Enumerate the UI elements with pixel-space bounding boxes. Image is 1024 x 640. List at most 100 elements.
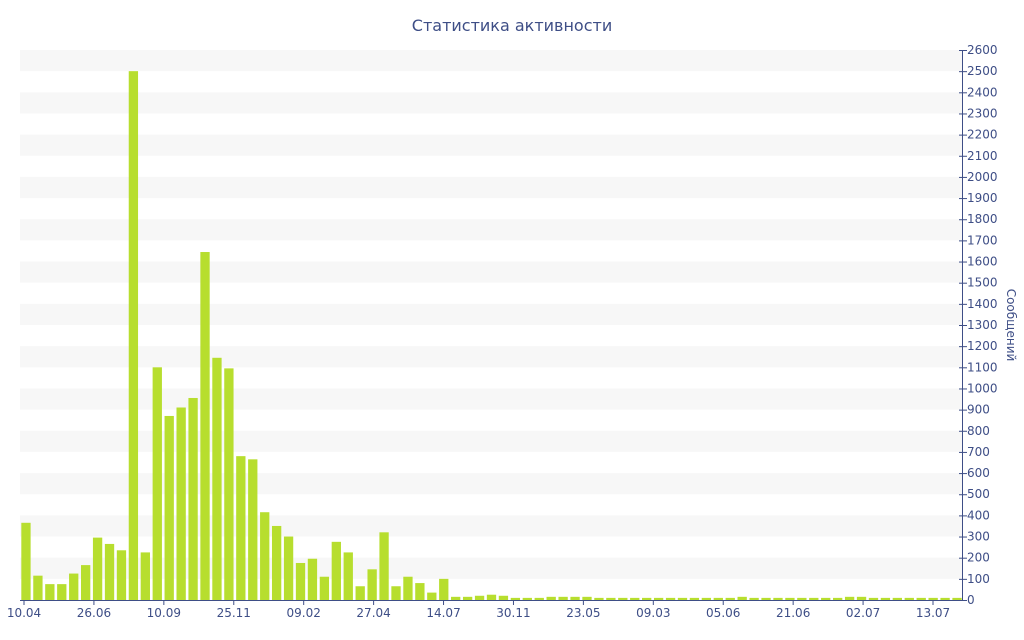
bar[interactable] <box>904 597 914 600</box>
y-axis-title: Сообщений <box>1004 289 1018 362</box>
bar[interactable] <box>81 565 91 600</box>
bar[interactable] <box>522 597 532 600</box>
bar[interactable] <box>570 596 580 600</box>
bar[interactable] <box>116 550 127 600</box>
bar[interactable] <box>474 595 485 600</box>
bar[interactable] <box>140 552 150 600</box>
y-tick-label: 2600 <box>967 43 998 57</box>
bar[interactable] <box>725 597 735 600</box>
bar[interactable] <box>665 597 676 600</box>
bar[interactable] <box>176 407 186 601</box>
bar[interactable] <box>415 583 425 600</box>
y-tick-label: 1400 <box>967 297 998 311</box>
bar[interactable] <box>582 596 592 600</box>
bar[interactable] <box>439 578 449 600</box>
bar[interactable] <box>880 597 891 600</box>
bar[interactable] <box>212 357 222 600</box>
bar[interactable] <box>188 397 198 600</box>
x-tick-label: 26.06 <box>77 606 111 620</box>
grid-band <box>20 388 963 410</box>
bar[interactable] <box>677 597 688 600</box>
bar[interactable] <box>21 522 31 600</box>
y-tick-label: 2100 <box>967 149 998 163</box>
bar[interactable] <box>403 576 413 600</box>
bar[interactable] <box>224 368 234 600</box>
bar[interactable] <box>856 596 867 600</box>
x-tick-label: 02.07 <box>846 606 880 620</box>
bar[interactable] <box>367 569 377 600</box>
bar[interactable] <box>391 586 401 600</box>
y-tick-label: 2400 <box>967 85 998 99</box>
bar[interactable] <box>546 596 556 600</box>
y-tick-label: 500 <box>967 487 990 501</box>
bar[interactable] <box>343 552 353 600</box>
bar[interactable] <box>618 597 628 600</box>
y-tick-label: 400 <box>967 508 990 522</box>
y-tick-label: 800 <box>967 424 990 438</box>
x-tick-label: 13.07 <box>916 606 950 620</box>
bar[interactable] <box>916 597 926 600</box>
bar[interactable] <box>307 558 318 600</box>
bar[interactable] <box>797 597 807 600</box>
bar[interactable] <box>92 537 103 600</box>
bar[interactable] <box>510 597 521 600</box>
bar[interactable] <box>868 597 879 600</box>
bar[interactable] <box>45 584 55 600</box>
bar[interactable] <box>844 596 855 600</box>
bar[interactable] <box>785 597 795 600</box>
bar[interactable] <box>928 597 938 600</box>
bar[interactable] <box>283 536 294 600</box>
bar[interactable] <box>331 541 341 600</box>
bar[interactable] <box>701 597 712 600</box>
bar[interactable] <box>713 597 723 600</box>
bar[interactable] <box>642 597 652 600</box>
bar[interactable] <box>200 252 210 600</box>
bar[interactable] <box>271 525 282 600</box>
bar[interactable] <box>152 367 162 600</box>
bar[interactable] <box>248 459 258 600</box>
bar[interactable] <box>689 597 700 600</box>
bar[interactable] <box>653 597 664 600</box>
bar[interactable] <box>451 596 461 600</box>
bar[interactable] <box>462 596 473 600</box>
x-tick-label: 10.09 <box>147 606 181 620</box>
y-tick-label: 2200 <box>967 128 998 142</box>
bar[interactable] <box>69 573 79 600</box>
bar[interactable] <box>892 597 902 600</box>
bar[interactable] <box>952 597 962 600</box>
grid-bands <box>20 50 963 579</box>
bar[interactable] <box>295 562 306 600</box>
y-tick-label: 1000 <box>967 381 998 395</box>
y-tick-label: 300 <box>967 530 990 544</box>
bar[interactable] <box>33 575 43 600</box>
bar[interactable] <box>558 596 568 600</box>
bar[interactable] <box>606 597 616 600</box>
bar[interactable] <box>236 456 246 600</box>
bar[interactable] <box>737 596 747 600</box>
bar[interactable] <box>260 512 270 600</box>
bar[interactable] <box>940 597 950 600</box>
bar[interactable] <box>809 597 819 600</box>
bar[interactable] <box>355 586 365 600</box>
bar[interactable] <box>164 415 174 600</box>
y-tick-label: 700 <box>967 445 990 459</box>
y-axis-ticks: 0 100 200 300 400 500 600 700 800 900 1000 1100 1200… <box>959 43 998 607</box>
bar[interactable] <box>104 543 115 600</box>
bar[interactable] <box>486 594 497 600</box>
bar[interactable] <box>128 71 139 600</box>
bar[interactable] <box>833 597 843 600</box>
bar[interactable] <box>630 597 640 600</box>
bar[interactable] <box>319 576 330 600</box>
bar[interactable] <box>427 592 437 600</box>
bar[interactable] <box>594 597 604 600</box>
grid-band <box>20 176 963 199</box>
bar[interactable] <box>57 584 67 600</box>
bar[interactable] <box>749 597 759 600</box>
bar[interactable] <box>534 597 544 600</box>
bar[interactable] <box>379 532 389 600</box>
bar[interactable] <box>773 597 783 600</box>
bar[interactable] <box>821 597 831 600</box>
bar[interactable] <box>498 595 509 600</box>
bar[interactable] <box>761 597 771 600</box>
x-tick-label: 23.05 <box>566 606 600 620</box>
